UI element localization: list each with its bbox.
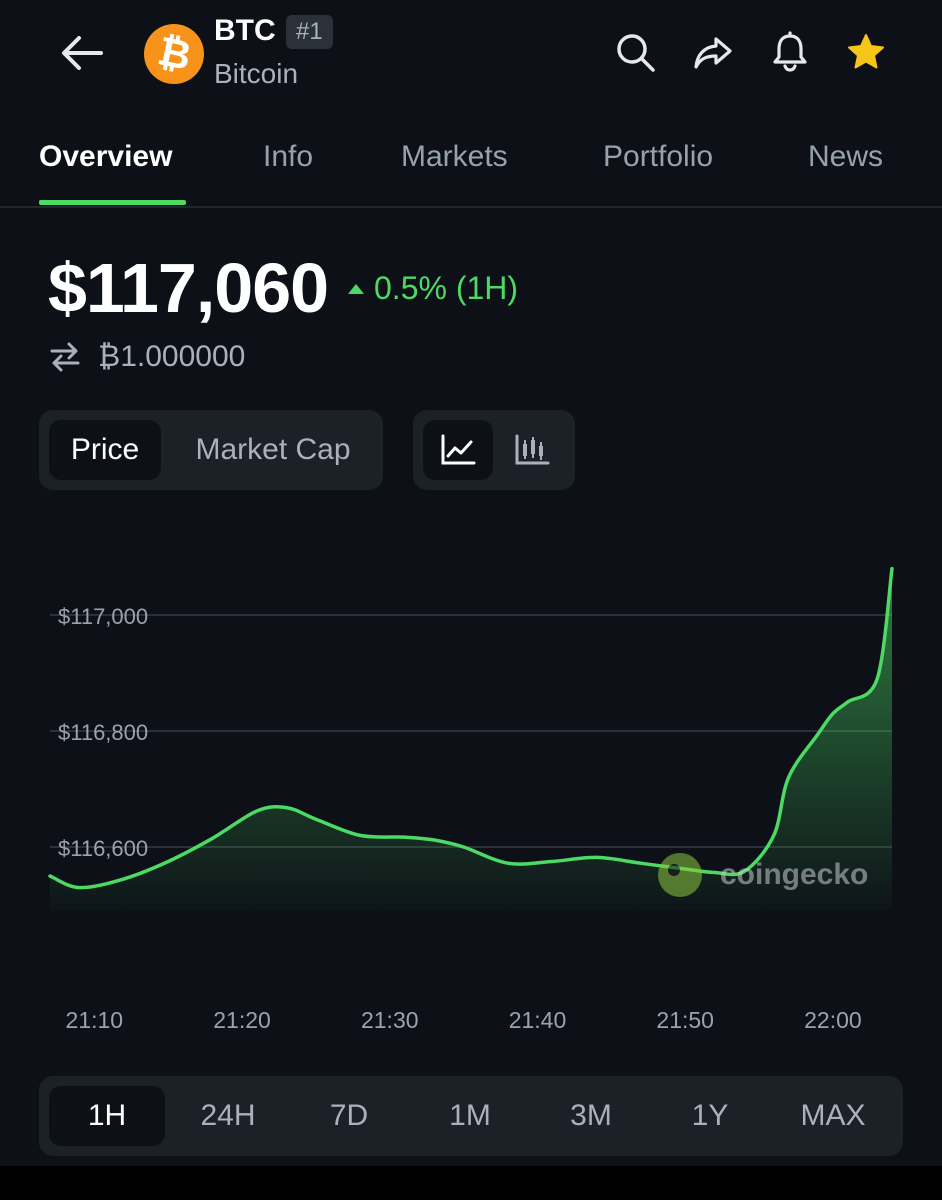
btc-value: ₿1.000000 xyxy=(98,340,246,373)
price-point xyxy=(772,834,775,837)
system-bottom-bar xyxy=(0,1166,942,1200)
coingecko-logo-icon xyxy=(658,853,702,897)
tab-portfolio[interactable]: Portfolio xyxy=(603,140,714,173)
price-point xyxy=(787,776,790,779)
bitcoin-logo-icon: ₿ xyxy=(144,24,204,84)
search-button[interactable] xyxy=(611,28,659,76)
coin-symbol: BTC xyxy=(214,14,276,47)
chart-type-toggle xyxy=(413,410,575,490)
x-tick-label: 21:50 xyxy=(656,1007,714,1033)
header: ₿ BTC #1 Bitcoin xyxy=(0,0,942,110)
price-point xyxy=(713,871,716,874)
star-icon xyxy=(848,34,884,69)
price-point xyxy=(639,862,642,865)
x-tick-label: 22:00 xyxy=(804,1007,862,1033)
range-1y-button[interactable]: 1Y xyxy=(691,1099,729,1132)
x-axis-labels: 21:10 21:20 21:30 21:40 21:50 22:00 xyxy=(66,1007,862,1033)
coingecko-logo-eye xyxy=(668,864,680,876)
price-point xyxy=(551,860,554,863)
candlestick-chart-button[interactable] xyxy=(499,420,565,480)
range-1h-button[interactable]: 1H xyxy=(49,1086,165,1146)
bell-icon xyxy=(773,31,807,72)
tab-news[interactable]: News xyxy=(808,140,884,173)
btc-conversion[interactable]: ₿1.000000 xyxy=(48,340,245,374)
price-point xyxy=(817,732,820,735)
tab-info[interactable]: Info xyxy=(263,140,314,173)
price-point xyxy=(314,818,317,821)
range-24h-button[interactable]: 24H xyxy=(200,1099,256,1132)
price-area xyxy=(50,568,892,910)
rank-badge: #1 xyxy=(286,15,333,49)
price-point xyxy=(211,837,214,840)
x-tick-label: 21:30 xyxy=(361,1007,419,1033)
y-axis-labels: $116,600 $116,800 $117,000 xyxy=(58,604,148,861)
price-point xyxy=(122,877,125,880)
price-point xyxy=(285,806,288,809)
triangle-up-icon xyxy=(348,283,364,294)
x-tick-label: 21:10 xyxy=(66,1007,124,1033)
active-tab-indicator xyxy=(39,200,186,205)
price-chart[interactable]: $116,600 $116,800 $117,000 coingecko 21:10… xyxy=(0,540,942,1060)
price-point xyxy=(359,834,362,837)
price-toggle-button[interactable]: Price xyxy=(49,420,161,480)
metric-toggle: Price Market Cap xyxy=(39,410,383,490)
range-1m-button[interactable]: 1M xyxy=(449,1099,491,1132)
range-3m-button[interactable]: 3M xyxy=(570,1099,612,1132)
price-point xyxy=(462,846,465,849)
tab-markets[interactable]: Markets xyxy=(401,140,508,173)
y-tick-label: $116,800 xyxy=(58,720,148,745)
coingecko-watermark: coingecko xyxy=(658,853,868,897)
time-range-selector: 1H 24H 7D 1M 3M 1Y MAX xyxy=(39,1076,903,1156)
price-point xyxy=(433,839,436,842)
range-7d-button[interactable]: 7D xyxy=(329,1099,369,1132)
current-price: $117,060 xyxy=(48,249,329,327)
tab-overview[interactable]: Overview xyxy=(39,140,173,173)
price-change-value: 0.5% (1H) xyxy=(374,270,519,306)
back-arrow-icon xyxy=(62,36,103,70)
share-icon xyxy=(694,37,732,69)
tab-bar: Overview Info Markets Portfolio News xyxy=(0,130,942,208)
price-change: 0.5% (1H) xyxy=(346,270,518,307)
grid-lines xyxy=(50,614,892,848)
share-button[interactable] xyxy=(689,28,737,76)
price-point xyxy=(49,875,52,878)
line-chart-button[interactable] xyxy=(423,420,493,480)
watchlist-button[interactable] xyxy=(842,28,890,76)
price-line xyxy=(48,566,894,890)
swap-icon xyxy=(50,342,80,372)
logo-glyph: ₿ xyxy=(153,28,195,79)
price-point xyxy=(831,712,834,715)
coin-detail-screen: ₿ BTC #1 Bitcoin xyxy=(0,0,942,1156)
alert-button[interactable] xyxy=(766,28,814,76)
market-cap-toggle-button[interactable]: Market Cap xyxy=(195,433,351,466)
price-point xyxy=(255,810,258,813)
price-point xyxy=(403,836,406,839)
line-chart-icon xyxy=(441,434,476,465)
price-point xyxy=(595,856,598,859)
coin-name: Bitcoin xyxy=(214,58,299,89)
x-tick-label: 21:20 xyxy=(213,1007,271,1033)
candlestick-chart-icon xyxy=(515,434,550,465)
x-tick-label: 21:40 xyxy=(509,1007,567,1033)
watermark-text: coingecko xyxy=(720,858,868,891)
price-point xyxy=(891,567,894,570)
price-point xyxy=(876,677,879,680)
back-button[interactable] xyxy=(54,28,110,78)
price-point xyxy=(78,886,81,889)
y-tick-label: $117,000 xyxy=(58,604,148,629)
price-point xyxy=(506,862,509,865)
price-point xyxy=(846,701,849,704)
y-tick-label: $116,600 xyxy=(58,836,148,861)
search-icon xyxy=(617,34,655,72)
range-max-button[interactable]: MAX xyxy=(800,1099,866,1132)
price-point xyxy=(167,860,170,863)
